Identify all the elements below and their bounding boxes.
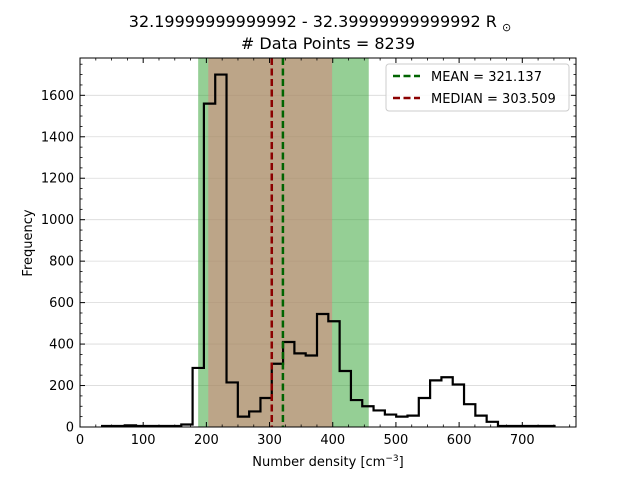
stat-lines-layer [270, 58, 285, 427]
x-tick-label: 200 [194, 433, 219, 448]
plot-frame [79, 57, 577, 428]
x-tick-label: 400 [320, 433, 345, 448]
axes-layer: 0 100 200 300 400 500 600 700 0 200 400 600 800 1000 1… [41, 57, 577, 448]
y-tick-label: 600 [49, 296, 74, 311]
x-tick-label: 0 [76, 433, 84, 448]
y-tick-label: 200 [49, 379, 74, 394]
y-tick-label: 800 [49, 255, 74, 270]
x-tick-label: 300 [257, 433, 282, 448]
histogram-layer [101, 73, 556, 428]
y-axis-label: Frequency [21, 209, 36, 276]
x-axis-label: Number density [cm−3] [252, 454, 403, 470]
x-tick-label: 700 [510, 433, 535, 448]
y-tick-label: 1000 [41, 213, 74, 228]
legend-median-label: MEDIAN = 303.509 [431, 92, 556, 107]
y-tick-label: 1400 [41, 130, 74, 145]
chart-title-line1: 32.19999999999992 - 32.39999999999992 R … [129, 12, 511, 34]
y-tick-label: 400 [49, 338, 74, 353]
y-tick-label: 0 [66, 421, 74, 436]
legend-box [385, 63, 570, 112]
chart-title-line2: # Data Points = 8239 [241, 34, 415, 53]
title-sun-symbol: ⊙ [502, 21, 511, 34]
y-tick-label: 1600 [41, 89, 74, 104]
x-tick-label: 600 [447, 433, 472, 448]
histogram-outline [101, 73, 556, 428]
x-tick-label: 500 [384, 433, 409, 448]
title-range-text: 32.19999999999992 - 32.39999999999992 R [129, 12, 497, 31]
legend-mean-label: MEAN = 321.137 [431, 70, 542, 85]
shaded-region-1 [208, 58, 333, 427]
x-tick-label: 100 [131, 433, 156, 448]
y-tick-label: 1200 [41, 172, 74, 187]
legend: MEAN = 321.137 MEDIAN = 303.509 [385, 63, 570, 112]
